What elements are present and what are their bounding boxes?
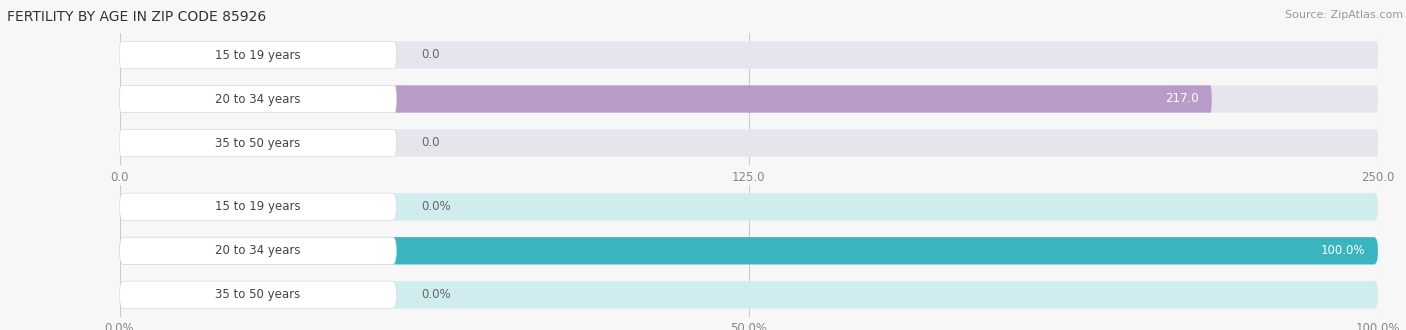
FancyBboxPatch shape (120, 237, 396, 264)
Text: 35 to 50 years: 35 to 50 years (215, 288, 301, 301)
Text: FERTILITY BY AGE IN ZIP CODE 85926: FERTILITY BY AGE IN ZIP CODE 85926 (7, 10, 266, 24)
FancyBboxPatch shape (120, 41, 396, 69)
FancyBboxPatch shape (120, 281, 1378, 309)
Text: 20 to 34 years: 20 to 34 years (215, 92, 301, 106)
FancyBboxPatch shape (120, 237, 1378, 264)
Text: 0.0: 0.0 (422, 49, 440, 61)
FancyBboxPatch shape (120, 129, 396, 157)
Text: 20 to 34 years: 20 to 34 years (215, 244, 301, 257)
FancyBboxPatch shape (120, 129, 1378, 157)
Text: Source: ZipAtlas.com: Source: ZipAtlas.com (1285, 10, 1403, 20)
FancyBboxPatch shape (120, 281, 396, 309)
Text: 217.0: 217.0 (1166, 92, 1199, 106)
FancyBboxPatch shape (120, 237, 1378, 264)
Text: 15 to 19 years: 15 to 19 years (215, 200, 301, 213)
FancyBboxPatch shape (120, 41, 1378, 69)
Text: 35 to 50 years: 35 to 50 years (215, 137, 301, 149)
Text: 15 to 19 years: 15 to 19 years (215, 49, 301, 61)
Text: 0.0%: 0.0% (422, 200, 451, 213)
FancyBboxPatch shape (120, 85, 396, 113)
FancyBboxPatch shape (120, 193, 1378, 220)
Text: 0.0: 0.0 (422, 137, 440, 149)
FancyBboxPatch shape (120, 193, 396, 220)
FancyBboxPatch shape (120, 85, 1212, 113)
FancyBboxPatch shape (120, 85, 1378, 113)
Text: 100.0%: 100.0% (1320, 244, 1365, 257)
Text: 0.0%: 0.0% (422, 288, 451, 301)
